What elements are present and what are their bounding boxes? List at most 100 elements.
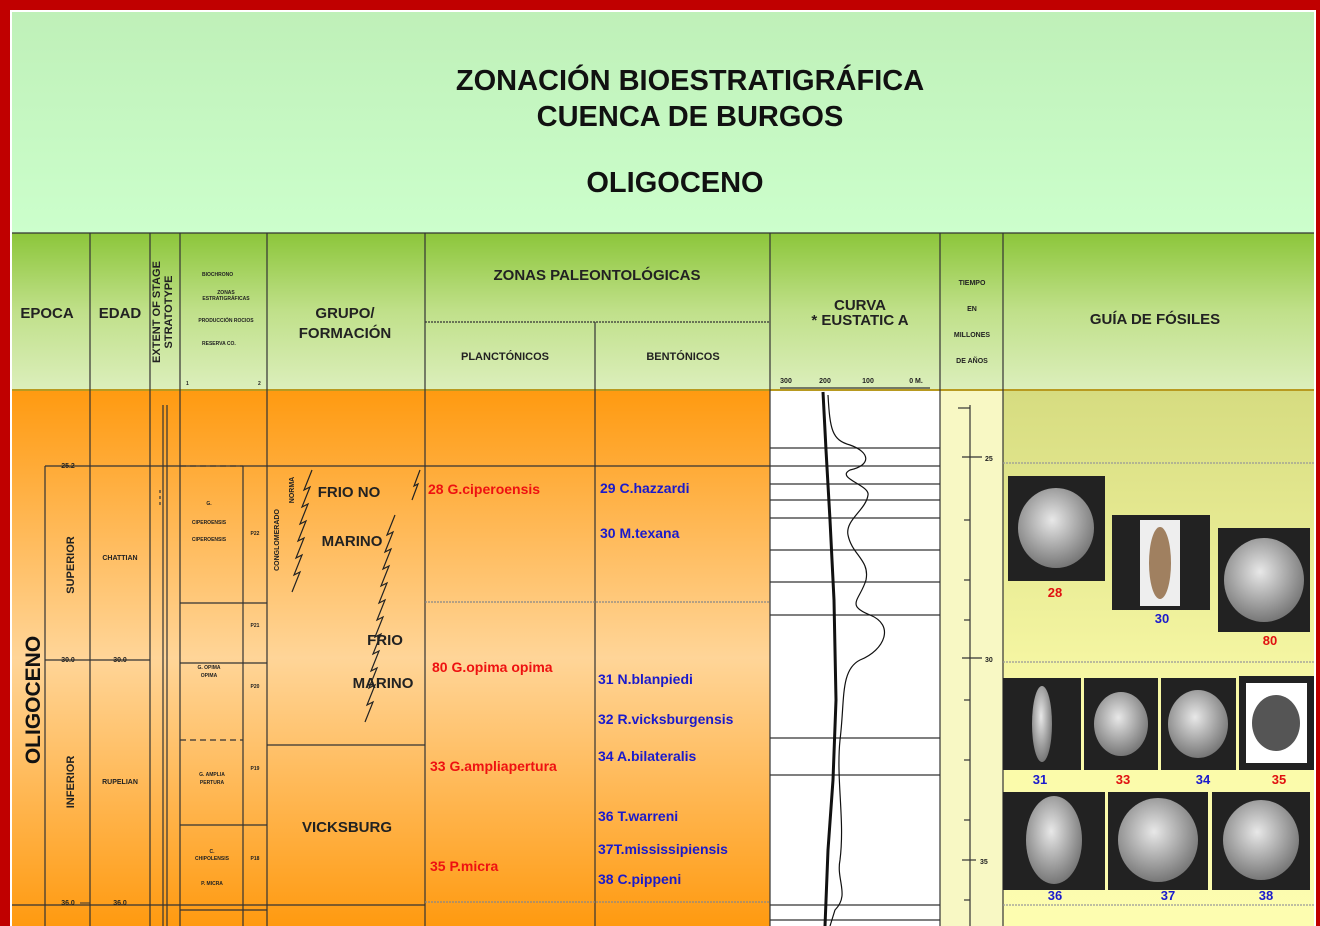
fossil-label: 31: [1033, 772, 1047, 787]
column-header: MILLONES: [954, 332, 990, 339]
column-header: RESERVA CO.: [202, 341, 236, 347]
scale-label: 200: [819, 378, 831, 385]
fossil-label: 28: [1048, 585, 1062, 600]
epoch: OLIGOCENO: [22, 636, 45, 764]
column-header: ZONAS PALEONTOLÓGICAS: [494, 266, 701, 284]
scale-label: 0 M.: [909, 378, 923, 385]
p-zone: P20: [251, 684, 260, 690]
column-header: GUÍA DE FÓSILES: [1090, 310, 1220, 328]
formation: MARINO: [353, 675, 414, 692]
fossil-images: [1003, 476, 1314, 890]
fossil-label: 80: [1263, 633, 1277, 648]
fossil-images: [1118, 798, 1198, 882]
formation: MARINO: [322, 533, 383, 550]
age-ticks: [45, 465, 90, 904]
title: CUENCA DE BURGOS: [537, 101, 844, 133]
column-header: EXTENT OF STAGE: [151, 261, 163, 363]
title: ZONACIÓN BIOESTRATIGRÁFICA: [456, 63, 924, 97]
benthic-zone: 32 R.vicksburgensis: [598, 711, 734, 727]
fossil-images: [1223, 800, 1299, 880]
sub-epoch: INFERIOR: [65, 756, 77, 809]
column-header: ESTRATIGRÁFICAS: [202, 295, 250, 302]
backgrounds: [770, 390, 940, 926]
grid-lines: [12, 232, 1314, 926]
fossil-images: [1168, 690, 1228, 758]
column-header: PRODUCCIÓN ROCIOS: [198, 316, 254, 324]
column-header: PLANCTÓNICOS: [461, 350, 549, 363]
subtitle: OLIGOCENO: [586, 167, 763, 199]
benthic-zone: 29 C.hazzardi: [600, 480, 689, 496]
fossil-images: [1224, 538, 1304, 622]
fossil-images: [1026, 796, 1082, 884]
backgrounds: [12, 12, 1314, 233]
column-header: FORMACIÓN: [299, 324, 392, 342]
column-header: BIOCHRONO: [202, 272, 233, 278]
benthic-zone: 38 C.pippeni: [598, 871, 681, 887]
benthic-zone: 34 A.bilateralis: [598, 748, 697, 764]
formation: FRIO NO: [318, 484, 381, 501]
fossil-label: 38: [1259, 888, 1273, 903]
formation-boundaries: [291, 469, 421, 723]
column-header: BENTÓNICOS: [646, 350, 719, 363]
p-zone: P21: [251, 623, 260, 629]
benthic-zone: 31 N.blanpiedi: [598, 671, 693, 687]
eustatic-curve: [821, 391, 838, 926]
stage: CHATTIAN: [102, 555, 137, 562]
age-label: 30.0: [113, 657, 127, 664]
formation: VICKSBURG: [302, 819, 392, 836]
column-header: ZONAS: [217, 290, 235, 296]
benthic-zone: 36 T.warreni: [598, 808, 678, 824]
biozone: PERTURA: [200, 780, 225, 786]
fossil-images: [1149, 527, 1171, 599]
formation-rotated: CONGLOMERADO: [274, 509, 281, 571]
column-header: STRATOTYPE: [163, 276, 175, 349]
formation: FRIO: [367, 632, 403, 649]
sub-epoch: SUPERIOR: [65, 536, 77, 594]
formation-boundaries: [411, 469, 421, 501]
fossil-label: 33: [1116, 772, 1130, 787]
fossil-images: [1032, 686, 1052, 762]
column-header: CURVA: [834, 297, 886, 314]
formation-boundaries: [364, 514, 396, 723]
time-tick-label: 25: [985, 456, 993, 463]
planktonic-zone: 80 G.opima opima: [432, 659, 553, 675]
time-tick-label: 35: [980, 859, 988, 866]
fossil-label: 37: [1161, 888, 1175, 903]
biozone: P. MICRA: [201, 881, 223, 887]
fossil-images: [1252, 695, 1300, 751]
scale-label: 100: [862, 378, 874, 385]
planktonic-zone: 28 G.ciperoensis: [428, 481, 540, 497]
age-label: 25.2: [61, 463, 75, 470]
fossil-images: [1094, 692, 1148, 756]
column-header: 1: [186, 381, 189, 387]
stage: RUPELIAN: [102, 779, 138, 786]
biozone: CHIPOLENSIS: [195, 856, 230, 862]
formation-boundaries: [291, 469, 313, 593]
p-zone: P18: [251, 856, 260, 862]
time-tick-label: 30: [985, 657, 993, 664]
fossil-label: 34: [1196, 772, 1211, 787]
column-header: GRUPO/: [315, 305, 375, 322]
column-header: EDAD: [99, 305, 142, 322]
biozone: G. OPIMA: [197, 665, 220, 671]
biozone: G.: [206, 501, 212, 507]
backgrounds: [12, 233, 1314, 390]
biozone: C.: [210, 849, 216, 855]
planktonic-zone: 35 P.micra: [430, 858, 498, 874]
column-header: TIEMPO: [959, 280, 986, 287]
column-header: * EUSTATIC A: [811, 312, 908, 329]
column-header: 2: [258, 381, 261, 387]
biozone: OPIMA: [201, 673, 218, 679]
fossil-images: [1018, 488, 1094, 568]
p-zone: P19: [251, 766, 260, 772]
age-label: 30.0: [61, 657, 75, 664]
fossil-label: 36: [1048, 888, 1062, 903]
scale-label: 300: [780, 378, 792, 385]
backgrounds: [12, 390, 770, 926]
column-header: EN: [967, 306, 977, 313]
fossil-label: 35: [1272, 772, 1286, 787]
biozone: G. AMPLIA: [199, 772, 225, 778]
